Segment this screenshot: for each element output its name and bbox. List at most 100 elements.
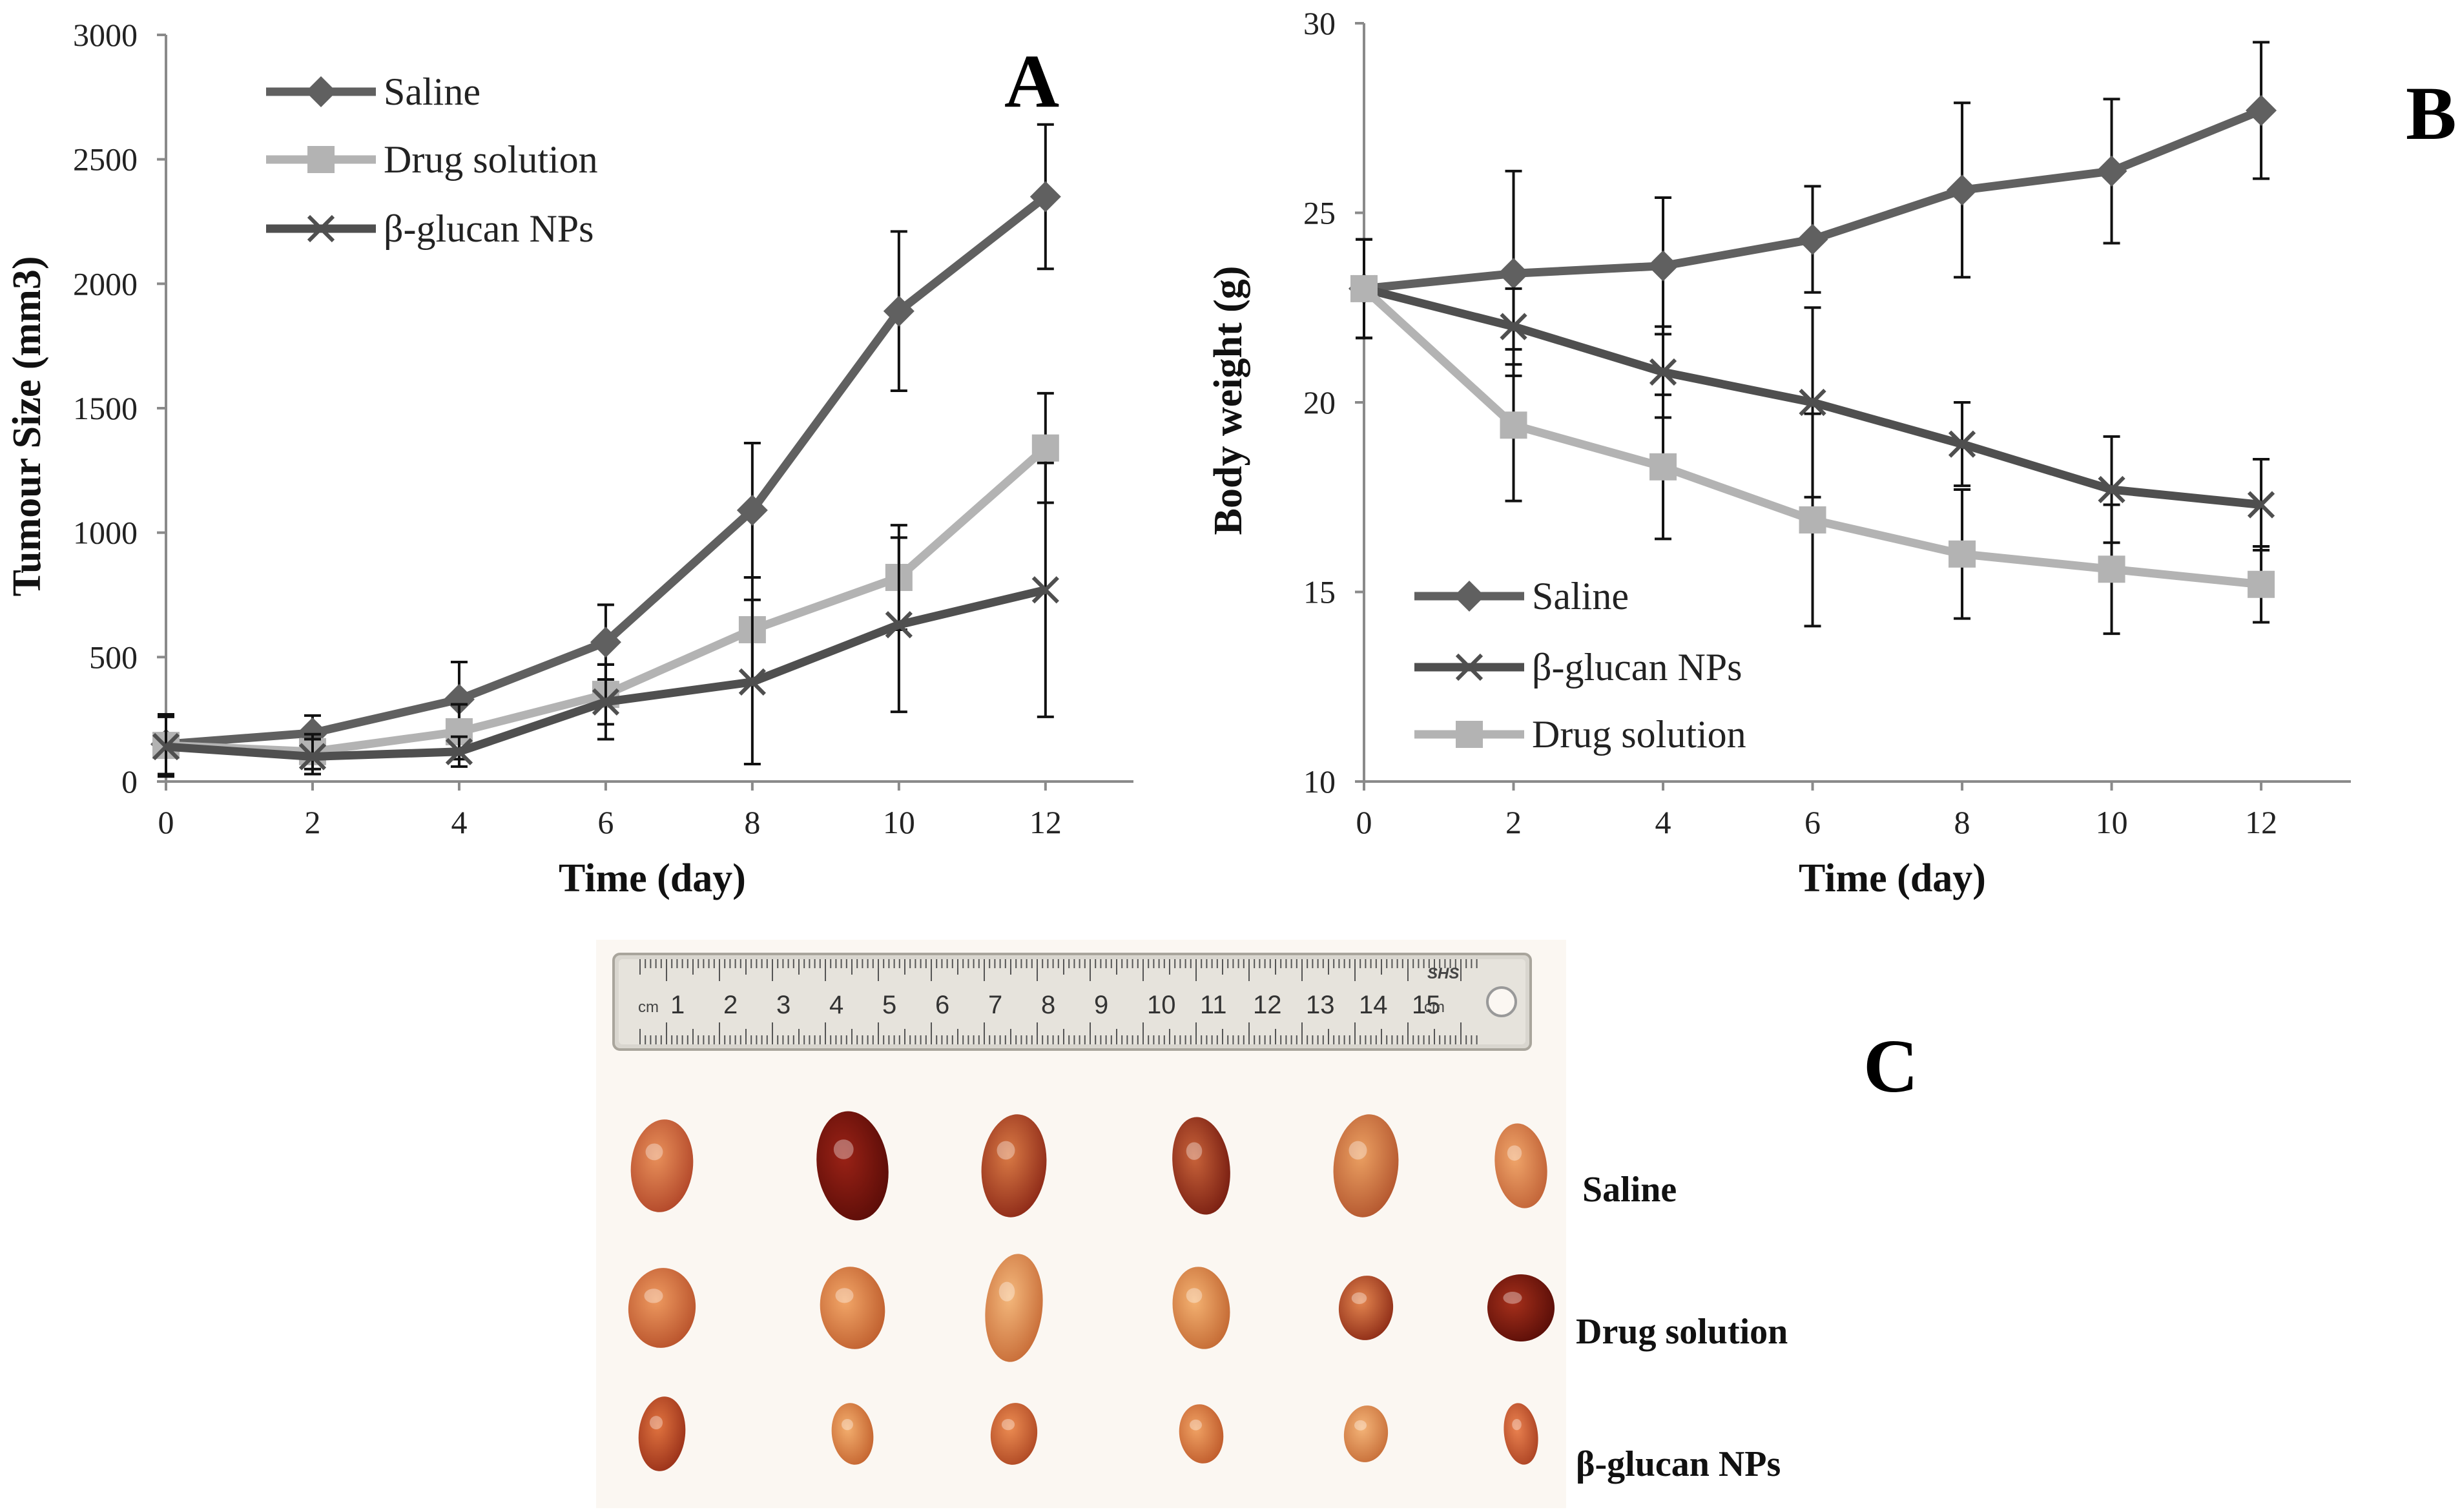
data-point [1947, 174, 1978, 206]
tumour-samples [628, 1111, 1555, 1471]
y-tick-label: 2000 [73, 265, 138, 302]
panel-label-c: C [1863, 1024, 1918, 1108]
tumour-highlight [1507, 1145, 1522, 1161]
x-tick-label: 6 [1804, 804, 1821, 840]
ruler-hole [1486, 986, 1517, 1017]
data-point [1500, 313, 1527, 340]
ruler-unit-right: cm [1424, 999, 1445, 1016]
data-point [1029, 181, 1061, 212]
y-tick-label: 2500 [73, 141, 138, 178]
panel-label-b: B [2406, 71, 2457, 156]
ruler-number: 7 [988, 991, 1002, 1019]
legend-entry: Saline [1532, 575, 1629, 617]
data-point [152, 732, 180, 761]
data-point [445, 738, 473, 765]
tumour-highlight [835, 1288, 854, 1303]
ruler-number: 3 [776, 991, 791, 1019]
legend: Saline Drug solution β-glucan NPs [266, 70, 598, 250]
tumour-sample [1172, 1117, 1230, 1215]
tumour-highlight [1186, 1288, 1203, 1303]
ruler-number: 15 [1412, 991, 1441, 1019]
ruler-number: 1 [670, 991, 685, 1019]
axes: 10 15 20 25 30 0 2 4 6 8 10 12 [1303, 5, 2351, 840]
data-point [1500, 411, 1527, 439]
tumour-highlight [645, 1143, 663, 1161]
tumour-highlight [997, 1141, 1015, 1160]
data-point [1648, 250, 1679, 282]
ruler-number: 11 [1200, 991, 1227, 1019]
legend-marker [305, 76, 336, 107]
legend-marker [1455, 653, 1483, 681]
tumour-highlight [1186, 1142, 1203, 1160]
x-tick-label: 12 [1029, 804, 1062, 840]
tumour-highlight [1001, 1418, 1015, 1431]
tumour-sample [1333, 1114, 1399, 1217]
y-tick-label: 20 [1303, 384, 1336, 420]
data-series [1349, 41, 2277, 636]
data-point [2098, 555, 2125, 583]
tumour-highlight [649, 1416, 663, 1430]
data-point [738, 668, 767, 696]
ruler-number: 4 [829, 991, 843, 1019]
data-point [1649, 453, 1677, 481]
ruler-number: 14 [1359, 991, 1388, 1019]
x-tick-label: 10 [2096, 804, 2128, 840]
data-point [2096, 155, 2127, 187]
y-tick-label: 25 [1303, 195, 1336, 231]
ruler-brand: SHS [1427, 965, 1459, 982]
y-axis-label: Tumour Size (mm3) [5, 256, 49, 597]
tumour-sample [1504, 1403, 1538, 1465]
tumour-size-chart: A Saline Drug solution β-glucan NPs 0 500 10… [5, 17, 1133, 900]
tumour-highlight [644, 1289, 663, 1303]
tumour-highlight [1351, 1292, 1367, 1304]
tumour-sample [1172, 1267, 1230, 1349]
y-tick-label: 1500 [73, 390, 138, 426]
tumour-sample [990, 1403, 1038, 1465]
x-tick-label: 8 [744, 804, 760, 840]
data-point [1649, 358, 1677, 386]
data-point [2248, 570, 2275, 598]
legend-marker [307, 146, 335, 173]
data-point [1498, 258, 1529, 289]
tumour-highlight [998, 1281, 1015, 1301]
y-tick-label: 10 [1303, 763, 1336, 800]
data-point [1799, 506, 1826, 533]
legend-entry: Drug solution [384, 138, 598, 181]
legend-entry: β-glucan NPs [384, 207, 594, 250]
tumour-sample [638, 1396, 686, 1471]
tumour-highlight [1512, 1418, 1522, 1431]
tumour-highlight [1354, 1420, 1367, 1431]
tumour-highlight [1349, 1141, 1367, 1160]
x-tick-label: 2 [1505, 804, 1522, 840]
tumour-highlight [1503, 1292, 1522, 1304]
data-point [2098, 475, 2125, 504]
y-tick-label: 1000 [73, 515, 138, 551]
row-label-saline: Saline [1582, 1170, 1677, 1210]
x-tick-label: 12 [2245, 804, 2277, 840]
x-tick-label: 6 [597, 804, 614, 840]
tumour-sample [820, 1267, 885, 1349]
ruler-number: 6 [935, 991, 949, 1019]
tumour-sample [630, 1119, 694, 1212]
ruler-number: 8 [1041, 991, 1055, 1019]
series-nps [152, 461, 1059, 778]
x-tick-label: 2 [304, 804, 320, 840]
y-tick-label: 500 [89, 639, 138, 675]
legend: Saline β-glucan NPs Drug solution [1414, 575, 1746, 756]
data-point [736, 494, 768, 526]
tumour-sample [1487, 1274, 1555, 1341]
legend-marker [307, 214, 335, 243]
data-point [1797, 223, 1828, 255]
data-point [883, 295, 915, 327]
x-tick-label: 0 [158, 804, 174, 840]
legend-entry: Saline [384, 70, 481, 113]
ruler-number: 10 [1147, 991, 1176, 1019]
tumour-highlight [842, 1418, 853, 1431]
x-tick-label: 8 [1954, 804, 1970, 840]
y-axis-label: Body weight (g) [1206, 266, 1250, 535]
data-point [2246, 95, 2277, 127]
panel-label-a: A [1004, 39, 1059, 123]
